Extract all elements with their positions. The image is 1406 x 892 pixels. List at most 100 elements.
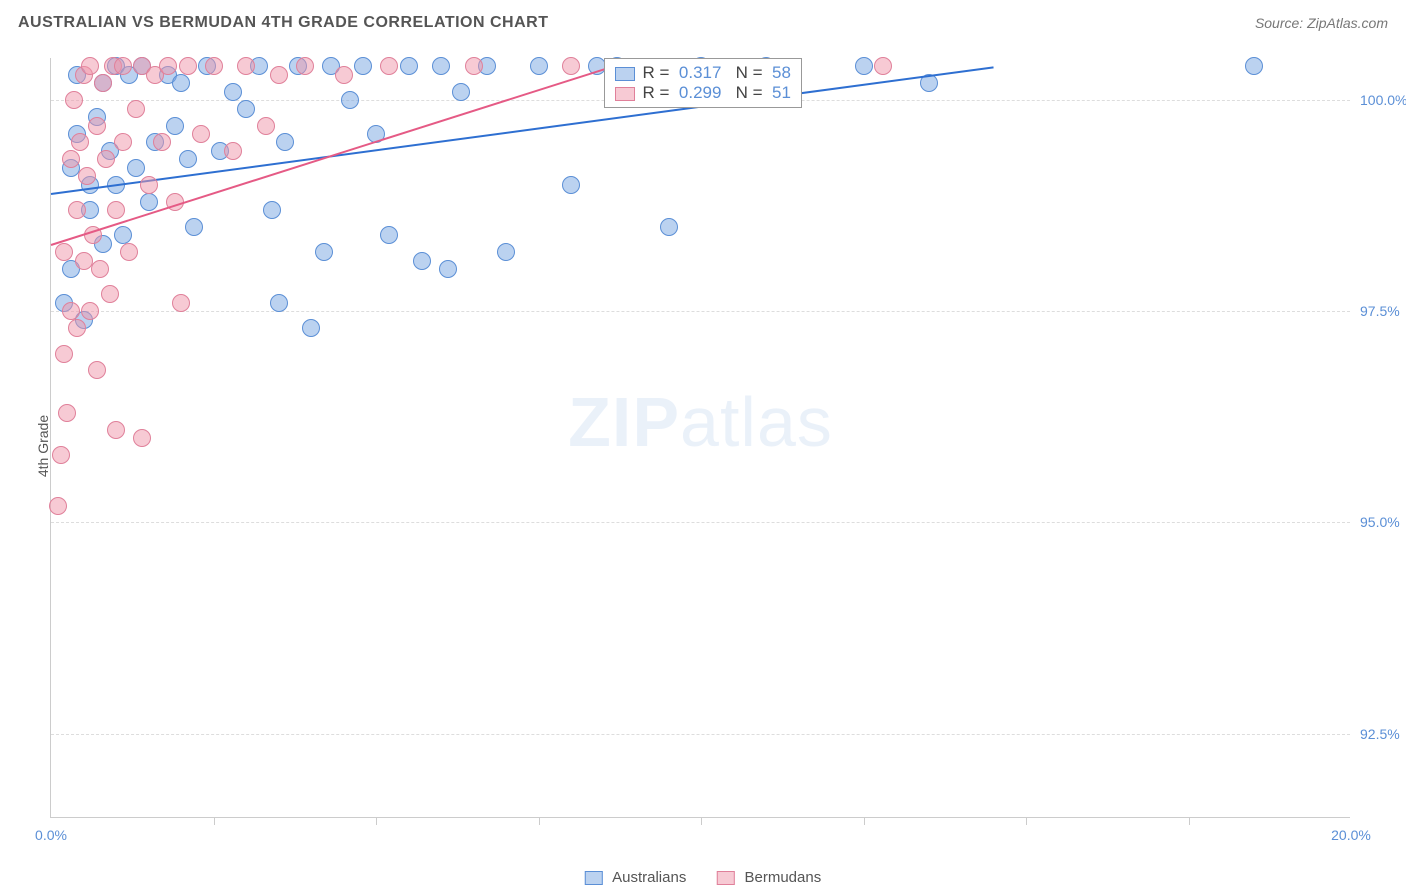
scatter-point [237,57,255,75]
scatter-point [224,142,242,160]
scatter-point [166,117,184,135]
scatter-point [465,57,483,75]
scatter-point [432,57,450,75]
r-value: 0.317 [679,63,722,82]
scatter-point [114,57,132,75]
legend-label-australians: Australians [612,869,686,886]
scatter-point [88,117,106,135]
scatter-point [62,150,80,168]
legend-item-bermudans: Bermudans [716,869,821,886]
scatter-point [400,57,418,75]
scatter-point [270,294,288,312]
scatter-point [562,176,580,194]
scatter-point [58,404,76,422]
legend-label-bermudans: Bermudans [745,869,822,886]
y-tick-label: 95.0% [1360,514,1406,530]
scatter-point [114,226,132,244]
scatter-point [380,57,398,75]
scatter-point [185,218,203,236]
scatter-point [101,285,119,303]
scatter-point [380,226,398,244]
n-label: N = [736,83,763,102]
scatter-point [49,497,67,515]
x-tick-left: 0.0% [35,827,67,843]
scatter-point [65,91,83,109]
scatter-point [71,133,89,151]
scatter-point [257,117,275,135]
scatter-point [874,57,892,75]
correlation-swatch [615,67,635,81]
scatter-point [159,57,177,75]
scatter-point [270,66,288,84]
scatter-point [179,57,197,75]
x-tick-right: 20.0% [1331,827,1371,843]
chart-header: AUSTRALIAN VS BERMUDAN 4TH GRADE CORRELA… [18,14,1388,32]
source-attribution: Source: ZipAtlas.com [1255,15,1388,31]
correlation-row: R = 0.299 N = 51 [615,83,791,103]
scatter-point [94,74,112,92]
scatter-point [55,243,73,261]
scatter-point [315,243,333,261]
legend-swatch-australians [585,871,603,885]
scatter-point [140,193,158,211]
scatter-point [88,361,106,379]
scatter-point [263,201,281,219]
y-tick-label: 97.5% [1360,303,1406,319]
scatter-point [452,83,470,101]
x-minor-tick [376,817,377,825]
scatter-point [133,429,151,447]
scatter-point [140,176,158,194]
n-value: 51 [772,83,791,102]
x-minor-tick [701,817,702,825]
scatter-point [335,66,353,84]
scatter-point [179,150,197,168]
scatter-point [562,57,580,75]
x-minor-tick [214,817,215,825]
scatter-point [62,302,80,320]
gridline [51,522,1350,523]
scatter-point [78,167,96,185]
scatter-point [413,252,431,270]
n-value: 58 [772,63,791,82]
scatter-point [127,159,145,177]
watermark-zip: ZIP [568,383,680,461]
scatter-point [855,57,873,75]
scatter-point [192,125,210,143]
scatter-point [172,294,190,312]
chart-plot-area: ZIPatlas 100.0%97.5%95.0%92.5%0.0%20.0%R… [50,58,1350,818]
scatter-point [107,201,125,219]
x-minor-tick [1026,817,1027,825]
scatter-point [68,319,86,337]
x-minor-tick [539,817,540,825]
y-axis-label: 4th Grade [35,415,51,477]
scatter-point [205,57,223,75]
y-tick-label: 92.5% [1360,726,1406,742]
scatter-point [55,345,73,363]
scatter-point [120,243,138,261]
scatter-point [497,243,515,261]
watermark-atlas: atlas [680,383,833,461]
x-minor-tick [1189,817,1190,825]
chart-title: AUSTRALIAN VS BERMUDAN 4TH GRADE CORRELA… [18,14,548,32]
scatter-point [75,252,93,270]
n-label: N = [736,63,763,82]
trend-line [51,58,637,246]
scatter-point [276,133,294,151]
x-minor-tick [864,817,865,825]
scatter-point [81,302,99,320]
scatter-point [530,57,548,75]
correlation-swatch [615,87,635,101]
scatter-point [172,74,190,92]
scatter-point [127,100,145,118]
scatter-point [153,133,171,151]
scatter-point [660,218,678,236]
scatter-point [296,57,314,75]
scatter-point [68,201,86,219]
legend-item-australians: Australians [585,869,687,886]
scatter-point [97,150,115,168]
scatter-point [114,133,132,151]
scatter-point [354,57,372,75]
legend-swatch-bermudans [716,871,734,885]
gridline [51,734,1350,735]
correlation-row: R = 0.317 N = 58 [615,63,791,83]
